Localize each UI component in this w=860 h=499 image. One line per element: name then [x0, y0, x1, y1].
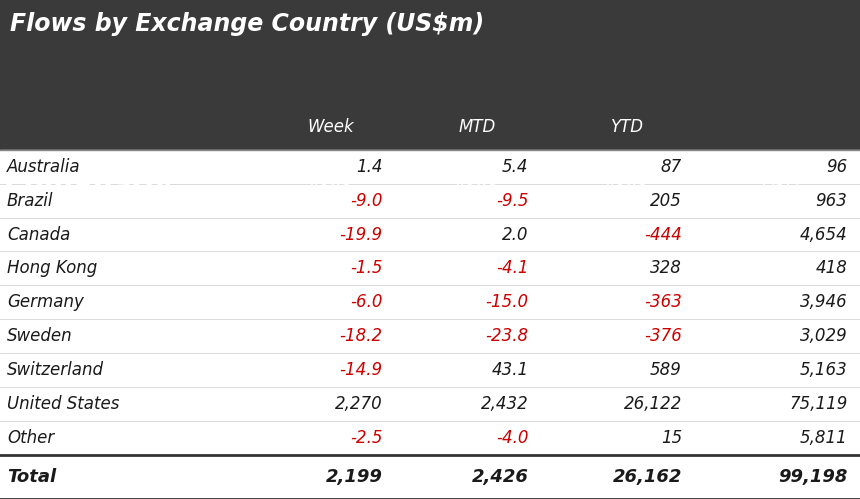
- Text: -6.0: -6.0: [350, 293, 382, 311]
- Text: AUM: AUM: [764, 171, 802, 189]
- Text: -9.0: -9.0: [350, 192, 382, 210]
- Text: 4,654: 4,654: [800, 226, 848, 244]
- Text: 43.1: 43.1: [491, 361, 528, 379]
- Text: 2,270: 2,270: [335, 395, 382, 413]
- Text: 5,811: 5,811: [800, 429, 848, 447]
- Text: MTD: MTD: [458, 118, 496, 136]
- Text: 26,122: 26,122: [624, 395, 682, 413]
- Text: -4.1: -4.1: [496, 259, 528, 277]
- Text: Week: Week: [308, 118, 354, 136]
- Bar: [0, 285, 860, 319]
- Text: 3,946: 3,946: [800, 293, 848, 311]
- Text: 328: 328: [650, 259, 682, 277]
- Bar: [0, 0, 860, 150]
- Bar: [0, 387, 860, 421]
- Bar: [0, 353, 860, 387]
- Text: -19.9: -19.9: [339, 226, 382, 244]
- Text: flows: flows: [310, 171, 353, 189]
- Text: 1.4: 1.4: [356, 158, 382, 176]
- Text: Other: Other: [7, 429, 54, 447]
- Text: -23.8: -23.8: [485, 327, 528, 345]
- Text: 96: 96: [826, 158, 848, 176]
- Text: 2.0: 2.0: [502, 226, 528, 244]
- Text: 26,162: 26,162: [612, 468, 682, 486]
- Text: 5,163: 5,163: [800, 361, 848, 379]
- Text: -376: -376: [644, 327, 682, 345]
- Bar: [0, 421, 860, 455]
- Text: -15.0: -15.0: [485, 293, 528, 311]
- Text: Germany: Germany: [7, 293, 83, 311]
- Text: flows: flows: [456, 171, 499, 189]
- Text: flows: flows: [606, 171, 649, 189]
- Text: 589: 589: [650, 361, 682, 379]
- Text: Australia: Australia: [7, 158, 81, 176]
- Text: 3,029: 3,029: [800, 327, 848, 345]
- Text: CoinShares: CoinShares: [4, 173, 181, 201]
- Bar: [0, 218, 860, 251]
- Text: Flows by Exchange Country (US$m): Flows by Exchange Country (US$m): [10, 12, 484, 36]
- Text: -18.2: -18.2: [339, 327, 382, 345]
- Text: -14.9: -14.9: [339, 361, 382, 379]
- Text: -1.5: -1.5: [350, 259, 382, 277]
- Text: 2,199: 2,199: [325, 468, 382, 486]
- Text: Switzerland: Switzerland: [7, 361, 104, 379]
- Text: YTD: YTD: [611, 118, 644, 136]
- Text: -363: -363: [644, 293, 682, 311]
- Text: Brazil: Brazil: [7, 192, 53, 210]
- Text: 963: 963: [816, 192, 848, 210]
- Text: -4.0: -4.0: [496, 429, 528, 447]
- Text: 2,426: 2,426: [471, 468, 528, 486]
- Bar: [0, 251, 860, 285]
- Bar: [0, 184, 860, 218]
- Text: Sweden: Sweden: [7, 327, 72, 345]
- Bar: [0, 319, 860, 353]
- Text: 205: 205: [650, 192, 682, 210]
- Text: 99,198: 99,198: [778, 468, 848, 486]
- Text: 87: 87: [660, 158, 682, 176]
- Bar: [0, 150, 860, 184]
- Text: -444: -444: [644, 226, 682, 244]
- Text: -2.5: -2.5: [350, 429, 382, 447]
- Text: 15: 15: [660, 429, 682, 447]
- Text: Total: Total: [7, 468, 56, 486]
- Text: 418: 418: [816, 259, 848, 277]
- Text: Hong Kong: Hong Kong: [7, 259, 97, 277]
- Text: -9.5: -9.5: [496, 192, 528, 210]
- Text: Canada: Canada: [7, 226, 71, 244]
- Text: 75,119: 75,119: [789, 395, 848, 413]
- Text: United States: United States: [7, 395, 120, 413]
- Text: 5.4: 5.4: [502, 158, 528, 176]
- Text: 2,432: 2,432: [481, 395, 528, 413]
